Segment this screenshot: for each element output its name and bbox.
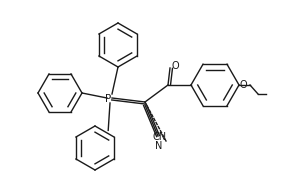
Text: O: O xyxy=(172,61,180,71)
Text: N: N xyxy=(155,141,163,151)
Text: P: P xyxy=(105,94,111,104)
Text: CN: CN xyxy=(153,132,167,142)
Text: O: O xyxy=(240,80,248,90)
